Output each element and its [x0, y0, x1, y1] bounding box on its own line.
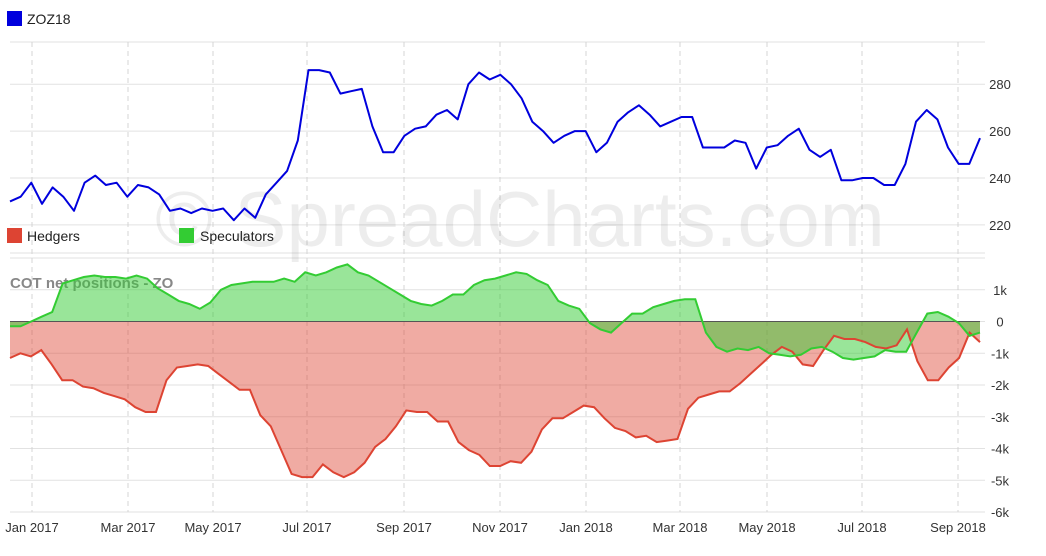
speculators-legend[interactable]: Speculators	[179, 228, 274, 244]
hedgers-legend-swatch	[7, 228, 22, 243]
cot-y-tick-label: -2k	[991, 378, 1010, 393]
price-legend-label: ZOZ18	[27, 11, 71, 27]
x-tick-label: Mar 2017	[101, 520, 156, 535]
hedgers-line	[9, 327, 981, 479]
hedgers-area	[10, 321, 980, 478]
cot-areas	[9, 263, 981, 479]
cot-y-tick-label: -3k	[991, 410, 1010, 425]
cot-y-tick-label: -6k	[991, 505, 1010, 520]
price-y-axis: 220 240 260 280	[989, 77, 1011, 233]
price-gridlines	[10, 41, 985, 254]
x-tick-label: Jan 2017	[5, 520, 59, 535]
x-tick-label: May 2017	[184, 520, 241, 535]
price-legend-swatch	[7, 11, 22, 26]
cot-y-tick-label: -4k	[991, 442, 1010, 457]
speculators-line	[10, 263, 981, 361]
speculators-legend-swatch	[179, 228, 194, 243]
x-tick-label: Nov 2017	[472, 520, 528, 535]
cot-y-tick-label: -5k	[991, 473, 1010, 488]
cot-y-tick-label: -1k	[991, 346, 1010, 361]
price-line-layer	[9, 69, 981, 222]
hedgers-legend-label: Hedgers	[27, 228, 80, 244]
x-tick-label: Jul 2018	[837, 520, 886, 535]
x-tick-label: Jan 2018	[559, 520, 613, 535]
x-tick-label: May 2018	[738, 520, 795, 535]
price-y-tick-label: 240	[989, 171, 1011, 186]
x-tick-label: Jul 2017	[282, 520, 331, 535]
price-y-tick-label: 220	[989, 218, 1011, 233]
watermark: © SpreadCharts.com	[155, 175, 884, 263]
speculators-legend-label: Speculators	[200, 228, 274, 244]
cot-y-axis: 1k 0 -1k -2k -3k -4k -5k -6k	[991, 283, 1010, 520]
x-tick-label: Sep 2018	[930, 520, 986, 535]
x-tick-label: Mar 2018	[653, 520, 708, 535]
cot-y-tick-label: 0	[996, 315, 1003, 330]
price-legend[interactable]: ZOZ18	[7, 11, 71, 27]
x-axis: Jan 2017 Mar 2017 May 2017 Jul 2017 Sep 2017…	[5, 520, 986, 535]
price-y-tick-label: 280	[989, 77, 1011, 92]
x-tick-label: Sep 2017	[376, 520, 432, 535]
zoz18-price-line	[9, 69, 981, 222]
price-y-tick-label: 260	[989, 124, 1011, 139]
speculators-area	[10, 264, 980, 360]
cot-y-tick-label: 1k	[993, 283, 1007, 298]
hedgers-legend[interactable]: Hedgers	[7, 228, 80, 244]
